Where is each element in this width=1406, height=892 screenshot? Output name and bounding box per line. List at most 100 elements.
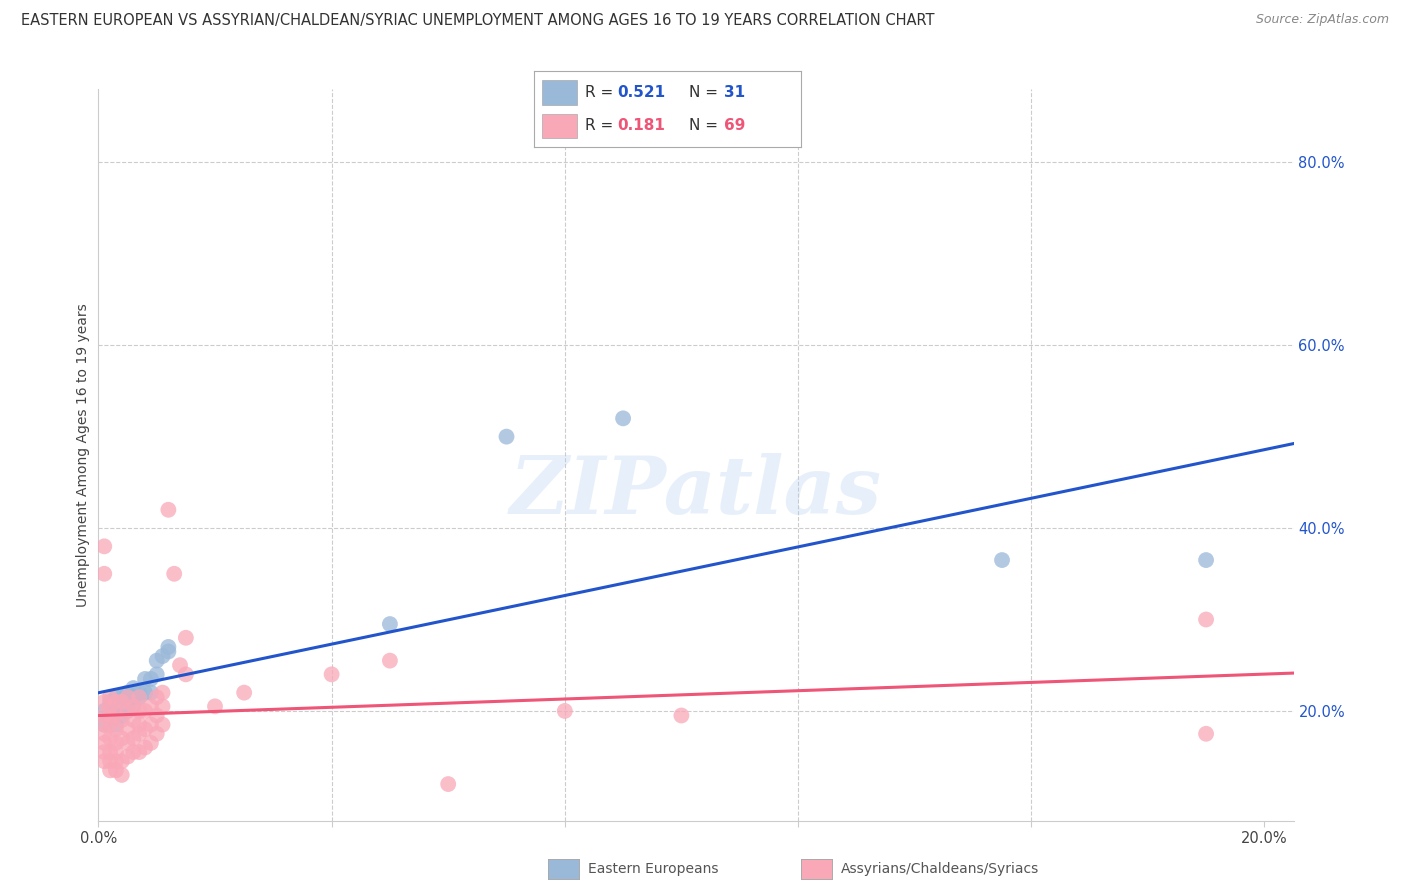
Point: [98, 754, 121, 768]
Text: Eastern Europeans: Eastern Europeans: [588, 862, 718, 876]
Point: [145, 708, 167, 723]
Point: [139, 717, 162, 731]
Point: [98, 745, 121, 759]
Point: [139, 685, 162, 699]
Point: [93, 745, 115, 759]
Point: [174, 667, 197, 681]
Point: [98, 708, 121, 723]
Text: ZIPatlas: ZIPatlas: [510, 453, 882, 530]
Point: [122, 681, 145, 695]
Point: [93, 754, 115, 768]
Point: [122, 699, 145, 714]
Point: [612, 411, 634, 425]
Point: [128, 704, 150, 718]
Point: [134, 740, 156, 755]
Point: [93, 708, 115, 723]
Point: [122, 745, 145, 759]
Point: [117, 690, 139, 705]
Point: [98, 699, 121, 714]
Point: [157, 640, 180, 654]
Point: [104, 723, 127, 737]
Point: [104, 764, 127, 778]
Point: [93, 736, 115, 750]
FancyBboxPatch shape: [543, 114, 576, 138]
Text: EASTERN EUROPEAN VS ASSYRIAN/CHALDEAN/SYRIAC UNEMPLOYMENT AMONG AGES 16 TO 19 YE: EASTERN EUROPEAN VS ASSYRIAN/CHALDEAN/SY…: [21, 13, 935, 29]
Point: [117, 736, 139, 750]
Point: [93, 717, 115, 731]
Point: [93, 695, 115, 709]
Text: 0.521: 0.521: [617, 85, 665, 100]
Point: [128, 690, 150, 705]
Point: [163, 566, 186, 581]
Point: [104, 690, 127, 705]
Point: [98, 717, 121, 731]
Point: [139, 699, 162, 714]
Point: [152, 685, 174, 699]
Point: [128, 717, 150, 731]
Point: [128, 727, 150, 741]
Text: Source: ZipAtlas.com: Source: ZipAtlas.com: [1256, 13, 1389, 27]
Point: [134, 685, 156, 699]
Point: [104, 695, 127, 709]
Point: [122, 713, 145, 727]
Point: [104, 699, 127, 714]
Point: [117, 749, 139, 764]
Text: 31: 31: [724, 85, 745, 100]
Point: [104, 708, 127, 723]
Point: [111, 708, 134, 723]
Point: [98, 695, 121, 709]
Text: R =: R =: [585, 119, 619, 134]
Point: [93, 717, 115, 731]
Point: [111, 695, 134, 709]
Text: Assyrians/Chaldeans/Syriacs: Assyrians/Chaldeans/Syriacs: [841, 862, 1039, 876]
Point: [122, 690, 145, 705]
Point: [117, 690, 139, 705]
Point: [93, 727, 115, 741]
Point: [117, 704, 139, 718]
Point: [321, 667, 343, 681]
Point: [111, 731, 134, 746]
Point: [1195, 727, 1218, 741]
Y-axis label: Unemployment Among Ages 16 to 19 years: Unemployment Among Ages 16 to 19 years: [76, 303, 90, 607]
Point: [134, 672, 156, 686]
Point: [104, 745, 127, 759]
Point: [128, 745, 150, 759]
Text: N =: N =: [689, 85, 723, 100]
Point: [145, 667, 167, 681]
Point: [93, 704, 115, 718]
Point: [233, 685, 256, 699]
Point: [145, 654, 167, 668]
Point: [111, 713, 134, 727]
Point: [104, 736, 127, 750]
Point: [134, 723, 156, 737]
Point: [98, 731, 121, 746]
Point: [437, 777, 460, 791]
Point: [139, 736, 162, 750]
Point: [139, 672, 162, 686]
Point: [671, 708, 693, 723]
FancyBboxPatch shape: [543, 80, 576, 104]
Point: [169, 658, 191, 673]
Point: [98, 764, 121, 778]
Point: [378, 617, 401, 632]
Point: [157, 644, 180, 658]
Point: [104, 717, 127, 731]
Point: [152, 699, 174, 714]
Point: [117, 704, 139, 718]
Point: [122, 731, 145, 746]
Text: N =: N =: [689, 119, 723, 134]
Point: [98, 708, 121, 723]
Point: [111, 690, 134, 705]
Point: [152, 649, 174, 664]
Text: R =: R =: [585, 85, 619, 100]
Point: [378, 654, 401, 668]
Point: [122, 699, 145, 714]
Point: [554, 704, 576, 718]
Point: [93, 566, 115, 581]
Point: [111, 754, 134, 768]
Text: 69: 69: [724, 119, 745, 134]
Point: [204, 699, 226, 714]
Point: [111, 768, 134, 782]
Point: [104, 754, 127, 768]
Point: [128, 690, 150, 705]
